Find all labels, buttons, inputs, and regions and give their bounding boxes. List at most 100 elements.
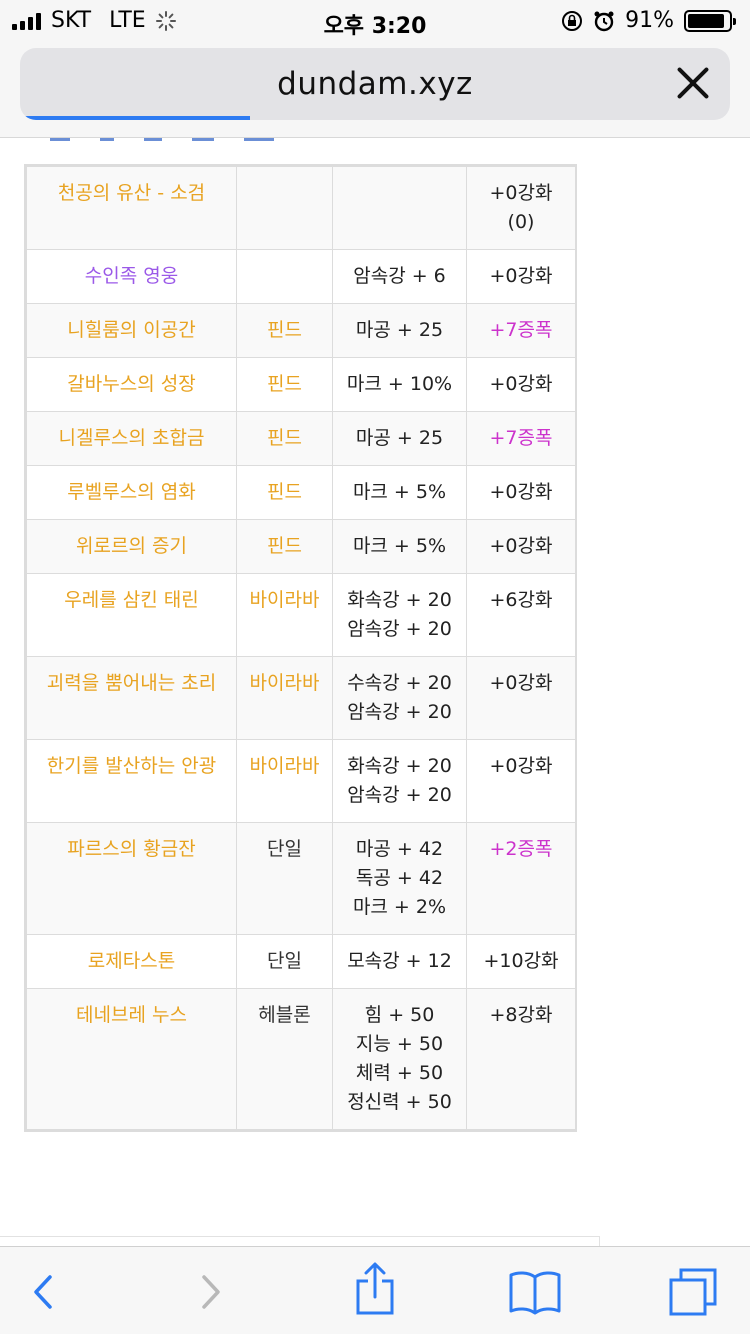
- item-stat-line: 수속강 + 20: [347, 672, 452, 694]
- table-row: 괴력을 뿜어내는 초리 바이라바 수속강 + 20 암속강 + 20 +0강화: [26, 656, 576, 740]
- item-name[interactable]: 괴력을 뿜어내는 초리: [26, 656, 237, 740]
- item-stat-line: 마공 + 25: [355, 319, 444, 341]
- share-icon[interactable]: [350, 1261, 400, 1317]
- item-set: 단일: [236, 934, 333, 989]
- scrolled-content-edge: [50, 138, 400, 144]
- item-name[interactable]: 테네브레 누스: [26, 988, 237, 1130]
- item-stat-line: 화속강 + 20: [347, 589, 452, 611]
- battery-icon: [684, 9, 736, 32]
- close-icon[interactable]: [674, 64, 712, 102]
- url-text[interactable]: dundam.xyz: [277, 66, 473, 102]
- item-upgrade: +7증폭: [466, 411, 576, 466]
- table-row: 니겔루스의 초합금 핀드 마공 + 25 +7증폭: [26, 411, 576, 466]
- item-stat-line: 마공 + 25: [355, 427, 444, 449]
- upgrade-level: +8강화: [489, 1004, 553, 1026]
- item-set: 핀드: [236, 303, 333, 358]
- status-time: 오후 3:20: [323, 14, 427, 39]
- upgrade-level: +0강화: [489, 672, 553, 694]
- item-name[interactable]: 우레를 삼킨 태린: [26, 573, 237, 657]
- upgrade-level: +7증폭: [489, 427, 553, 449]
- table-row: 루벨루스의 염화 핀드 마크 + 5% +0강화: [26, 465, 576, 520]
- upgrade-level: +0강화: [489, 481, 553, 503]
- item-name[interactable]: 루벨루스의 염화: [26, 465, 237, 520]
- item-name[interactable]: 파르스의 황금잔: [26, 822, 237, 935]
- item-stat-line: 모속강 + 12: [347, 950, 452, 972]
- item-stats: 마공 + 42 독공 + 42 마크 + 2%: [332, 822, 467, 935]
- item-stat-line: 마크 + 5%: [352, 481, 447, 503]
- item-stat-line: 마크 + 2%: [352, 896, 447, 918]
- chevron-right-icon[interactable]: [186, 1267, 236, 1317]
- battery-percent: 91%: [625, 8, 674, 33]
- item-name[interactable]: 로제타스톤: [26, 934, 237, 989]
- tabs-icon[interactable]: [668, 1267, 718, 1317]
- browser-toolbar: [0, 1246, 750, 1334]
- loading-spinner-icon: [155, 10, 176, 31]
- table-row: 니힐룸의 이공간 핀드 마공 + 25 +7증폭: [26, 303, 576, 358]
- item-name[interactable]: 한기를 발산하는 안광: [26, 739, 237, 823]
- status-bar: SKT LTE 오후 3:20 91%: [0, 0, 750, 40]
- book-icon[interactable]: [508, 1267, 562, 1317]
- status-left: SKT LTE: [12, 8, 176, 33]
- item-upgrade: +0강화: [466, 249, 576, 304]
- item-stat-line: 지능 + 50: [355, 1033, 444, 1055]
- alarm-icon: [594, 11, 614, 31]
- item-name[interactable]: 천공의 유산 - 소검: [26, 166, 237, 250]
- item-stat-line: 마크 + 5%: [352, 535, 447, 557]
- item-upgrade: +0강화: [466, 739, 576, 823]
- item-upgrade: +0강화: [466, 357, 576, 412]
- item-name[interactable]: 수인족 영웅: [26, 249, 237, 304]
- item-upgrade: +0강화 (0): [466, 166, 576, 250]
- item-name[interactable]: 니겔루스의 초합금: [26, 411, 237, 466]
- next-section-edge: [0, 1236, 600, 1246]
- signal-icon: [12, 12, 41, 30]
- item-stats: 화속강 + 20 암속강 + 20: [332, 739, 467, 823]
- item-stats: 마공 + 25: [332, 303, 467, 358]
- item-stat-line: 화속강 + 20: [347, 755, 452, 777]
- item-stat-line: 체력 + 50: [355, 1062, 444, 1084]
- item-stats: 마크 + 5%: [332, 519, 467, 574]
- item-upgrade: +0강화: [466, 465, 576, 520]
- table-row: 우레를 삼킨 태린 바이라바 화속강 + 20 암속강 + 20 +6강화: [26, 573, 576, 657]
- chevron-left-icon[interactable]: [20, 1267, 70, 1317]
- item-stat-line: 힘 + 50: [364, 1004, 435, 1026]
- item-upgrade: +2증폭: [466, 822, 576, 935]
- item-stats: 모속강 + 12: [332, 934, 467, 989]
- item-stat-line: 암속강 + 20: [347, 784, 452, 806]
- item-stat-line: 독공 + 42: [355, 867, 444, 889]
- item-name[interactable]: 위로르의 증기: [26, 519, 237, 574]
- upgrade-level: +6강화: [489, 589, 553, 611]
- item-set: 바이라바: [236, 656, 333, 740]
- item-stats: 수속강 + 20 암속강 + 20: [332, 656, 467, 740]
- item-stats: 암속강 + 6: [332, 249, 467, 304]
- table-row: 위로르의 증기 핀드 마크 + 5% +0강화: [26, 519, 576, 574]
- item-upgrade: +0강화: [466, 519, 576, 574]
- item-set: [236, 249, 333, 304]
- address-bar[interactable]: dundam.xyz: [20, 48, 730, 120]
- table-row: 파르스의 황금잔 단일 마공 + 42 독공 + 42 마크 + 2% +2증폭: [26, 822, 576, 935]
- item-upgrade: +10강화: [466, 934, 576, 989]
- item-stats: 마크 + 5%: [332, 465, 467, 520]
- upgrade-level: +10강화: [483, 950, 559, 972]
- table-row: 테네브레 누스 헤블론 힘 + 50 지능 + 50 체력 + 50 정신력 + 50 +8…: [26, 988, 576, 1130]
- item-stat-line: 암속강 + 6: [353, 265, 446, 287]
- item-set: 핀드: [236, 411, 333, 466]
- item-name[interactable]: 니힐룸의 이공간: [26, 303, 237, 358]
- item-stats: 마공 + 25: [332, 411, 467, 466]
- upgrade-level: +0강화: [489, 535, 553, 557]
- upgrade-level: +0강화: [489, 182, 553, 204]
- network-label: LTE: [109, 8, 146, 33]
- browser-header: dundam.xyz: [0, 40, 750, 138]
- item-name[interactable]: 갈바누스의 성장: [26, 357, 237, 412]
- item-set: [236, 166, 333, 250]
- battery-level: [688, 13, 725, 28]
- table-row: 한기를 발산하는 안광 바이라바 화속강 + 20 암속강 + 20 +0강화: [26, 739, 576, 823]
- item-set: 핀드: [236, 357, 333, 412]
- item-upgrade: +6강화: [466, 573, 576, 657]
- item-stat-line: 정신력 + 50: [347, 1091, 452, 1113]
- item-stat-line: 마공 + 42: [355, 838, 444, 860]
- item-stats: 마크 + 10%: [332, 357, 467, 412]
- orientation-lock-icon: [562, 10, 583, 31]
- table-row: 수인족 영웅 암속강 + 6 +0강화: [26, 249, 576, 304]
- upgrade-level: +2증폭: [489, 838, 553, 860]
- item-upgrade: +7증폭: [466, 303, 576, 358]
